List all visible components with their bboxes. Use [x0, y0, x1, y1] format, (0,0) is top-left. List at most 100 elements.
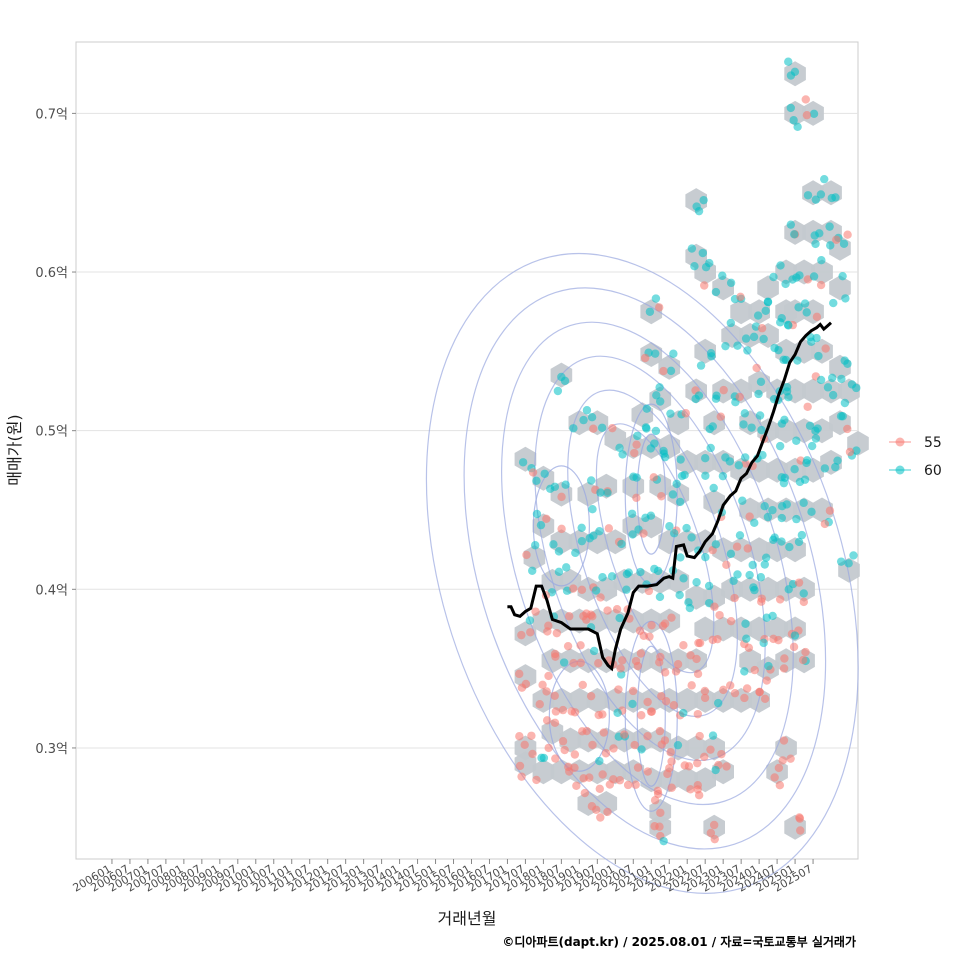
y-tick-label: 0.4억 [35, 583, 68, 598]
data-point [726, 681, 735, 690]
data-point [726, 318, 736, 328]
data-point [735, 392, 744, 402]
data-point [745, 512, 754, 521]
data-point [623, 780, 633, 790]
data-point [706, 745, 715, 754]
data-point [786, 71, 796, 80]
data-point [801, 647, 810, 657]
hexbin-cell [730, 299, 752, 325]
data-point [793, 356, 802, 365]
data-point [627, 509, 637, 518]
y-tick-label: 0.5억 [35, 425, 68, 440]
data-point [657, 492, 666, 501]
hexbin-cell [604, 687, 627, 713]
data-point [679, 708, 688, 718]
data-point [741, 334, 751, 343]
data-point [669, 701, 679, 710]
data-point [741, 459, 751, 468]
data-point [711, 765, 720, 775]
data-point [670, 529, 679, 538]
data-point [845, 447, 855, 457]
data-point [711, 540, 721, 549]
data-point [603, 807, 612, 817]
data-point [542, 716, 552, 725]
hexbin-cell [694, 449, 716, 475]
data-point [780, 415, 789, 425]
data-point [800, 475, 810, 484]
data-point [636, 649, 646, 658]
data-point [762, 676, 771, 685]
data-point [620, 730, 629, 739]
data-point [536, 520, 546, 530]
data-point [721, 341, 730, 351]
data-point [597, 423, 607, 432]
y-axis-ticks: 0.3억 0.4억 0.5억 0.6억 0.7억 [35, 107, 76, 757]
data-point [669, 349, 678, 358]
data-point [589, 531, 598, 540]
data-point [820, 464, 830, 473]
data-point [633, 431, 642, 441]
data-point [790, 230, 799, 239]
hexbin-cell [514, 621, 537, 647]
data-point [639, 631, 648, 640]
data-point [838, 271, 847, 281]
data-point [785, 542, 794, 552]
data-point [744, 643, 754, 652]
data-point [659, 836, 668, 846]
data-point [652, 391, 661, 400]
data-point [836, 557, 846, 566]
hexbin-cell [649, 727, 672, 753]
data-point [700, 686, 710, 696]
data-point [799, 597, 809, 607]
data-point [755, 411, 765, 420]
data-point [792, 436, 801, 445]
data-point [643, 767, 652, 776]
data-point [549, 540, 558, 549]
data-point [721, 453, 730, 462]
data-point [666, 366, 676, 376]
data-point [736, 292, 745, 302]
data-point [711, 287, 721, 297]
data-point [831, 193, 840, 202]
data-point [777, 537, 786, 546]
data-point [589, 424, 598, 433]
data-point [538, 680, 547, 690]
data-point [740, 667, 749, 676]
data-point [577, 523, 586, 532]
data-point [715, 610, 724, 620]
data-point [655, 383, 664, 392]
data-point [803, 191, 813, 200]
data-point [735, 531, 745, 540]
data-point [782, 383, 792, 392]
data-point [630, 740, 639, 750]
data-point [784, 392, 793, 402]
data-point [570, 763, 579, 772]
legend: 55 60 [889, 435, 942, 479]
data-point [596, 813, 605, 822]
data-point [594, 659, 603, 668]
data-point [561, 480, 570, 489]
hexbin-cell [694, 616, 716, 642]
data-point [654, 303, 664, 312]
data-point [554, 547, 564, 556]
data-point [540, 469, 549, 478]
data-point [576, 641, 585, 650]
data-point [579, 415, 588, 425]
data-point [838, 412, 847, 421]
data-point [596, 593, 605, 602]
data-point [528, 468, 538, 477]
data-point [571, 548, 580, 558]
plot-panel [75, 41, 859, 860]
data-point [605, 780, 615, 789]
data-point [615, 443, 624, 453]
data-point [701, 553, 710, 562]
y-tick-label: 0.3억 [35, 742, 68, 757]
data-point [692, 654, 701, 664]
data-point [748, 560, 757, 570]
data-point [761, 306, 770, 315]
data-point [734, 461, 743, 470]
data-point [515, 761, 525, 771]
data-point [517, 683, 527, 692]
data-point [675, 590, 684, 600]
data-point [760, 502, 769, 511]
